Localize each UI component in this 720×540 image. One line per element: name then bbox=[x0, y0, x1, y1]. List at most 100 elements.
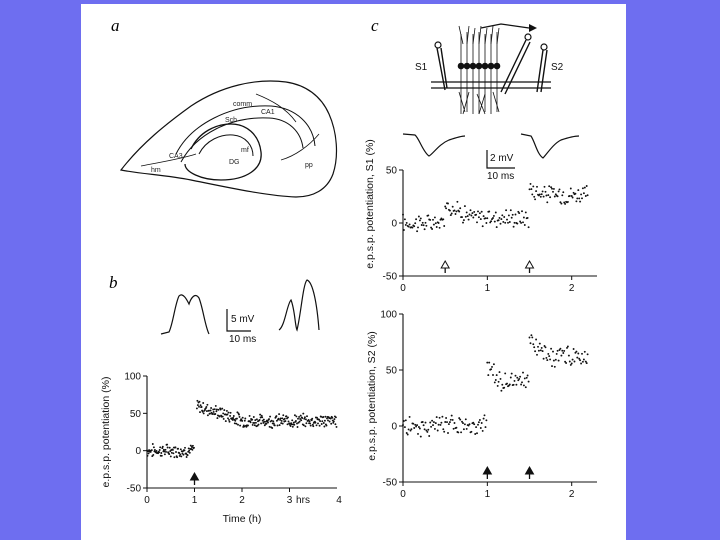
data-point bbox=[449, 418, 452, 421]
data-point bbox=[189, 444, 192, 447]
y-tick-label: 0 bbox=[391, 422, 397, 433]
data-point bbox=[524, 386, 527, 389]
data-point bbox=[174, 446, 177, 449]
data-point bbox=[247, 424, 249, 427]
data-point bbox=[325, 424, 328, 427]
data-point bbox=[438, 416, 441, 419]
data-point bbox=[527, 380, 530, 383]
data-point bbox=[235, 417, 238, 420]
data-point bbox=[409, 429, 412, 432]
data-point bbox=[299, 417, 302, 420]
data-point bbox=[481, 429, 484, 432]
y-tick-label: 100 bbox=[380, 310, 397, 321]
data-point bbox=[581, 360, 584, 363]
data-point bbox=[334, 423, 337, 426]
data-point bbox=[572, 191, 575, 194]
data-point bbox=[469, 209, 472, 212]
data-point bbox=[535, 190, 538, 193]
data-point bbox=[285, 415, 288, 418]
data-point bbox=[503, 386, 506, 389]
data-point bbox=[267, 421, 269, 424]
data-point bbox=[280, 419, 283, 422]
data-point bbox=[280, 422, 283, 425]
data-point bbox=[437, 423, 440, 426]
data-point bbox=[413, 427, 416, 429]
data-point bbox=[541, 350, 544, 353]
data-point bbox=[450, 212, 453, 215]
data-point bbox=[462, 219, 465, 222]
data-point bbox=[530, 334, 533, 337]
data-point bbox=[414, 423, 417, 426]
data-point bbox=[525, 376, 528, 379]
data-point bbox=[198, 400, 201, 403]
data-point bbox=[529, 182, 532, 185]
data-point bbox=[493, 381, 496, 384]
data-point bbox=[537, 349, 540, 352]
data-point bbox=[514, 213, 517, 216]
data-point bbox=[548, 355, 551, 358]
data-point bbox=[293, 414, 296, 417]
data-point bbox=[421, 221, 424, 224]
data-point bbox=[417, 215, 420, 218]
data-point bbox=[417, 226, 419, 229]
data-point bbox=[522, 216, 525, 219]
data-point bbox=[287, 420, 290, 423]
data-point bbox=[509, 376, 512, 379]
data-point bbox=[227, 417, 229, 420]
data-point bbox=[199, 411, 201, 414]
data-point bbox=[171, 448, 174, 451]
data-point bbox=[202, 412, 205, 415]
data-point bbox=[475, 213, 478, 216]
data-point bbox=[481, 225, 484, 228]
data-point bbox=[301, 417, 304, 419]
data-point bbox=[310, 419, 313, 422]
data-point bbox=[524, 211, 527, 214]
data-point bbox=[414, 222, 417, 225]
panel-a-letter: a bbox=[111, 16, 120, 35]
data-point bbox=[147, 452, 150, 455]
data-point bbox=[423, 428, 426, 431]
data-point bbox=[429, 218, 432, 221]
data-point bbox=[484, 426, 487, 429]
data-point bbox=[504, 221, 507, 224]
data-point bbox=[216, 417, 219, 420]
open-arrow-icon bbox=[524, 259, 535, 273]
data-point bbox=[471, 212, 474, 215]
data-point bbox=[320, 415, 323, 418]
panel-c-traces bbox=[402, 133, 580, 159]
data-point bbox=[411, 226, 414, 229]
data-point bbox=[535, 338, 538, 341]
data-point bbox=[518, 377, 521, 380]
data-point bbox=[548, 185, 551, 188]
y-tick-label: 100 bbox=[124, 372, 141, 383]
data-point bbox=[491, 365, 493, 368]
data-point bbox=[498, 371, 501, 374]
data-point bbox=[281, 422, 284, 425]
data-point bbox=[476, 432, 478, 435]
data-point bbox=[166, 443, 169, 446]
x-unit-label: hrs bbox=[296, 495, 310, 506]
data-point bbox=[296, 422, 298, 425]
data-point bbox=[402, 424, 404, 426]
data-point bbox=[418, 219, 421, 222]
data-point bbox=[257, 423, 260, 426]
data-point bbox=[309, 422, 312, 425]
data-point bbox=[168, 453, 171, 456]
data-point bbox=[511, 213, 514, 216]
data-point bbox=[444, 205, 447, 208]
data-point bbox=[331, 416, 334, 419]
data-point bbox=[235, 422, 238, 425]
data-point bbox=[278, 413, 281, 416]
data-point bbox=[407, 225, 410, 228]
data-point bbox=[551, 365, 553, 368]
data-point bbox=[473, 210, 476, 213]
data-point bbox=[564, 360, 567, 363]
data-point bbox=[563, 349, 566, 352]
hippocampus-diagram bbox=[119, 80, 338, 198]
data-point bbox=[270, 419, 273, 422]
data-point bbox=[238, 415, 241, 418]
data-point bbox=[452, 427, 455, 430]
data-point bbox=[453, 209, 456, 212]
data-point bbox=[303, 416, 306, 419]
data-point bbox=[547, 194, 550, 197]
